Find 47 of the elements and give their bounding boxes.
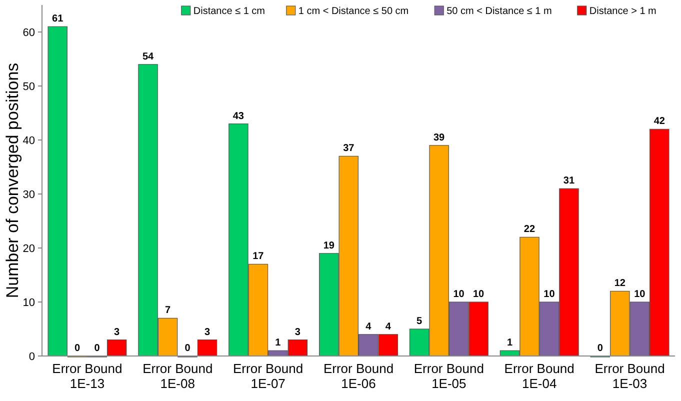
data-label: 10 [472,289,485,300]
data-label: 1 [506,338,513,349]
data-label: 39 [433,132,446,144]
data-label: 0 [74,343,81,354]
legend-label: Distance ≤ 1 cm [193,6,266,17]
data-label: 3 [204,326,210,338]
data-label: 3 [114,326,120,338]
data-label: 17 [252,251,264,262]
data-label: 0 [597,343,604,354]
y-tick-label: 50 [22,80,35,93]
data-label: 42 [654,116,666,128]
y-tick-label: 10 [22,296,35,309]
data-label: 22 [524,224,536,236]
y-tick-label: 40 [22,134,35,147]
data-label: 3 [294,326,301,338]
data-label: 10 [544,289,556,300]
y-tick-label: 0 [28,350,35,363]
x-tick-label: Error Bound 1E-07 [233,361,304,391]
data-label: 0 [184,343,191,354]
data-label: 37 [343,143,355,154]
data-label: 10 [453,289,465,300]
data-label: 31 [563,176,575,187]
legend-label: 1 cm < Distance ≤ 50 cm [298,6,409,17]
data-label: 43 [232,110,244,122]
y-tick-label: 20 [22,242,35,255]
x-tick-label: Error Bound 1E-05 [414,361,484,391]
data-label: 7 [164,305,171,316]
data-label: 4 [366,321,372,332]
data-label: 4 [385,321,392,332]
data-label: 0 [94,343,100,354]
x-tick-label: Error Bound 1E-04 [504,361,574,391]
y-tick-label: 60 [22,26,35,39]
data-label: 10 [634,289,646,300]
data-label: 19 [323,240,335,252]
data-label: 5 [416,316,423,327]
data-label: 61 [52,14,64,25]
y-axis-title: Number of converged positions [3,62,22,298]
y-tick-label: 30 [22,188,35,201]
legend-label: 50 cm < Distance ≤ 1 m [446,6,552,17]
x-tick-label: Error Bound 1E-03 [594,361,665,391]
x-tick-label: Error Bound 1E-08 [142,361,213,391]
data-label: 54 [142,51,154,62]
data-label: 1 [275,338,282,349]
legend-label: Distance > 1 m [589,6,656,17]
data-label: 12 [614,278,626,290]
x-tick-label: Error Bound 1E-06 [323,361,394,391]
x-tick-label: Error Bound 1E-13 [52,361,122,391]
